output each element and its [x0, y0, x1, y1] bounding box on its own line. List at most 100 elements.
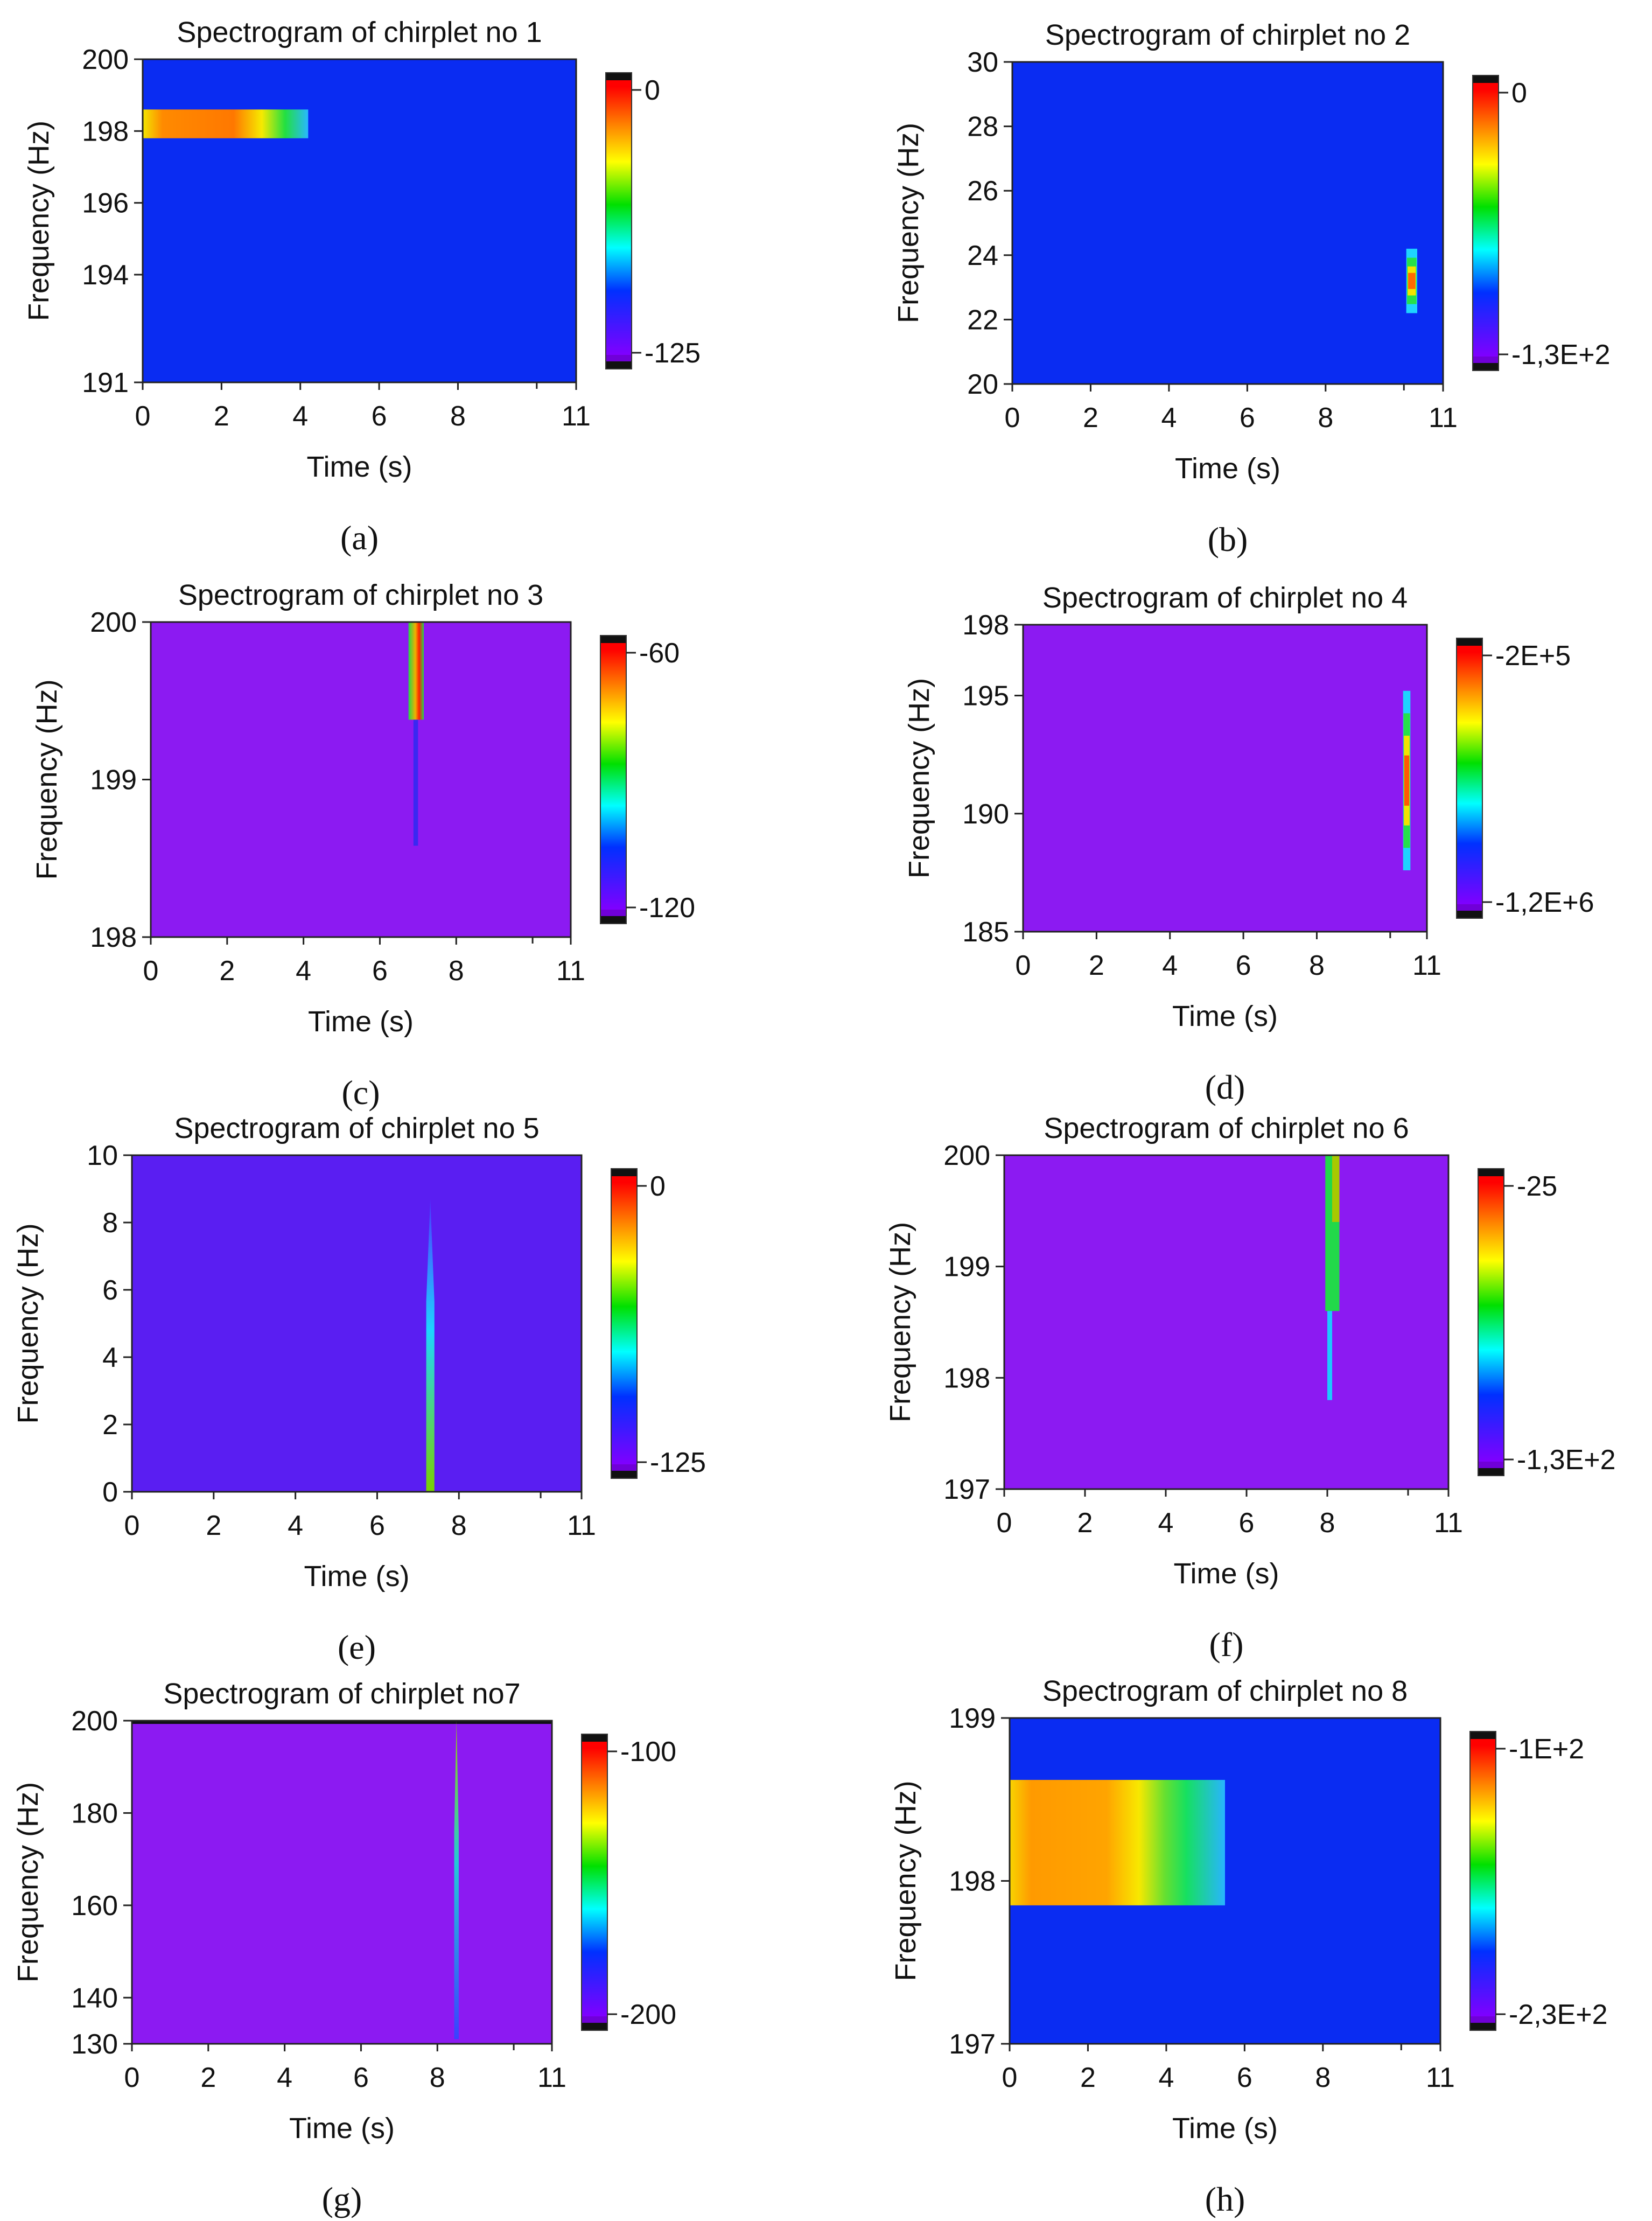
x-tick-label: 8: [1309, 950, 1325, 981]
energy-band: [132, 1721, 552, 1724]
plot-area: [1023, 625, 1427, 932]
x-tick-label: 6: [372, 955, 388, 987]
colorbar-ramp: [1457, 652, 1482, 904]
y-tick-label: 198: [949, 1866, 996, 1897]
colorbar-cap-top: [1473, 75, 1499, 83]
colorbar-overflow: [600, 643, 626, 649]
colorbar-frame: [605, 72, 632, 369]
x-tick-label: 11: [1434, 1507, 1463, 1539]
y-tick-label: 0: [102, 1477, 118, 1508]
chart-title: Spectrogram of chirplet no 8: [1042, 1675, 1408, 1707]
x-tick-label: 4: [277, 2062, 292, 2093]
x-tick-label: 8: [451, 1510, 467, 1541]
colorbar-overflow: [1470, 1739, 1496, 1745]
plot-frame: [142, 58, 577, 383]
y-tick-label: 200: [90, 607, 137, 638]
colorbar-frame: [1469, 1731, 1496, 2031]
chart-panel-c: 0 2 4 6 8 11 198 199 200 Spectrogram of chirplet …: [31, 579, 695, 1112]
spectrogram-features: [143, 109, 309, 138]
chart-panel-f: 0 2 4 6 8 11 197 198 199 200 Spectrogram of chirpl…: [884, 1112, 1616, 1664]
chart-title: Spectrogram of chirplet no 4: [1042, 582, 1408, 614]
y-tick-label: 185: [962, 917, 1009, 948]
y-tick-label: 194: [82, 260, 129, 291]
y-tick-label: 28: [967, 111, 998, 143]
colorbar-overflow: [1478, 1176, 1504, 1183]
colorbar-ramp: [1470, 1745, 1496, 2016]
colorbar-cap-top: [1457, 638, 1482, 646]
y-tick-label: 24: [967, 240, 998, 271]
y-axis-label: Frequency (Hz): [12, 1223, 44, 1423]
colorbar-cap-bottom: [1457, 911, 1482, 918]
y-tick-label: 200: [943, 1140, 990, 1171]
chart-title: Spectrogram of chirplet no 6: [1044, 1112, 1409, 1144]
colorbar-underflow: [582, 2016, 607, 2023]
x-axis-label: Time (s): [1175, 452, 1280, 485]
colorbar-cap-bottom: [1470, 2023, 1496, 2030]
colorbar-underflow: [1473, 357, 1499, 363]
energy-band: [1327, 1311, 1332, 1400]
panel-label: (c): [341, 1073, 380, 1112]
chirp-trace: [454, 1721, 459, 2040]
y-tick-label: 198: [943, 1363, 990, 1394]
colorbar-ramp: [606, 87, 632, 355]
y-axis-label: Frequency (Hz): [12, 1782, 44, 1982]
colorbar-overflow: [606, 80, 632, 87]
colorbar-underflow: [1478, 1462, 1504, 1468]
colorbar-underflow: [1470, 2016, 1496, 2023]
panel-label: (f): [1209, 1625, 1244, 1664]
colorbar-max-label: -25: [1517, 1171, 1557, 1202]
chart-title: Spectrogram of chirplet no 2: [1045, 19, 1410, 51]
colorbar-max-label: -100: [620, 1736, 676, 1768]
colorbar-frame: [611, 1168, 638, 1479]
panel-label: (h): [1205, 2180, 1245, 2218]
x-tick-label: 4: [296, 955, 311, 987]
x-tick-label: 0: [124, 1510, 140, 1541]
x-tick-label: 6: [353, 2062, 369, 2093]
chirp-trace: [426, 1199, 435, 1492]
colorbar-cap-bottom: [606, 361, 632, 369]
panel-label: (g): [322, 2180, 362, 2218]
x-tick-label: 4: [292, 401, 308, 432]
colorbar-min-label: -1,2E+6: [1495, 887, 1594, 918]
x-tick-label: 8: [449, 955, 464, 987]
colorbar-cap-bottom: [600, 916, 626, 924]
colorbar-frame: [1478, 1168, 1504, 1476]
x-tick-label: 11: [556, 955, 585, 987]
x-tick-label: 8: [1320, 1507, 1335, 1539]
x-tick-label: 6: [369, 1510, 385, 1541]
colorbar-cap-top: [1470, 1731, 1496, 1739]
colorbar-ramp: [1473, 89, 1499, 357]
energy-band: [143, 109, 309, 138]
x-tick-label: 11: [1412, 950, 1441, 981]
plot-frame: [1003, 1154, 1450, 1490]
y-tick-label: 6: [102, 1275, 118, 1306]
panel-label: (e): [338, 1628, 376, 1666]
x-tick-label: 0: [143, 955, 159, 987]
y-axis-label: Frequency (Hz): [892, 123, 925, 323]
x-tick-label: 2: [200, 2062, 216, 2093]
plot-area: [1004, 1155, 1448, 1489]
y-axis-label: Frequency (Hz): [23, 121, 55, 321]
spectrogram-features: [1406, 248, 1417, 313]
colorbar-cap-bottom: [1473, 363, 1499, 371]
colorbar-frame: [600, 635, 627, 924]
y-tick-label: 199: [90, 765, 137, 796]
x-axis-label: Time (s): [308, 1005, 414, 1038]
colorbar-min-label: -125: [645, 338, 701, 369]
x-tick-label: 2: [219, 955, 235, 987]
y-axis-label: Frequency (Hz): [890, 1780, 922, 1981]
colorbar-ramp: [1478, 1183, 1504, 1462]
colorbar-underflow: [606, 355, 632, 361]
x-axis-label: Time (s): [289, 2112, 395, 2145]
spectrogram-features: [1403, 690, 1411, 870]
x-tick-label: 0: [135, 401, 151, 432]
y-tick-label: 140: [71, 1982, 118, 2014]
y-tick-label: 195: [962, 681, 1009, 712]
x-tick-label: 8: [1318, 402, 1333, 434]
plot-area: [151, 622, 571, 937]
colorbar-frame: [581, 1734, 608, 2031]
x-tick-label: 4: [1158, 1507, 1174, 1539]
y-tick-label: 22: [967, 304, 998, 336]
colorbar-underflow: [1457, 904, 1482, 911]
